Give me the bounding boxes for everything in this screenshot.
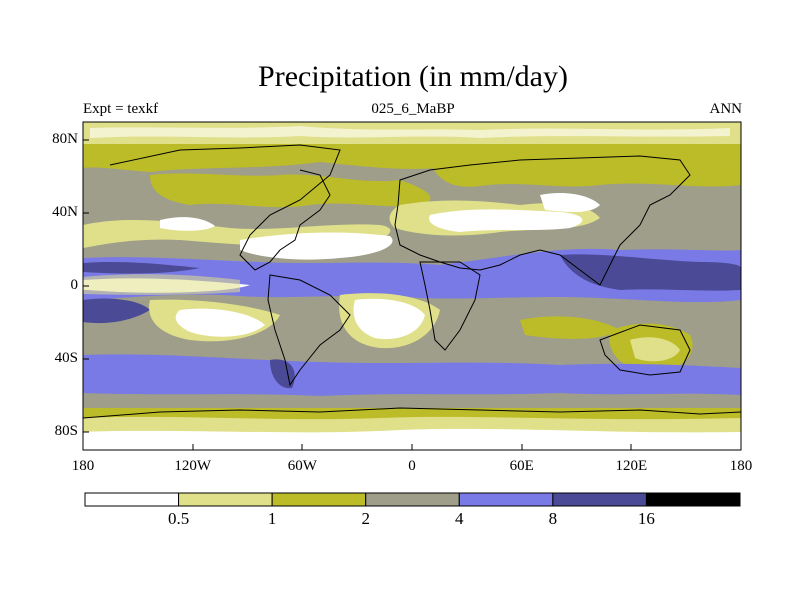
y-tick-label: 40S [54, 349, 78, 366]
x-tick-label: 180 [729, 458, 753, 474]
y-tick-label: 80S [54, 422, 78, 439]
x-tick-label: 0 [408, 458, 416, 474]
x-tick-label: 180 [71, 458, 95, 474]
season-label: ANN [709, 101, 743, 117]
coastlines [82, 144, 742, 419]
colorbar-swatch [178, 492, 273, 507]
map-title: Precipitation (in mm/day) [258, 60, 568, 93]
colorbar-level-label: 2 [361, 509, 370, 528]
x-tick-label: 60W [287, 458, 317, 474]
colorbar-level-label: 1 [267, 509, 277, 528]
y-tick-label: 40N [52, 204, 78, 221]
colorbar-swatch [645, 492, 741, 507]
precipitation-field [83, 122, 741, 450]
colorbar-level-label: 16 [637, 509, 655, 528]
y-axis-ticks [83, 139, 89, 433]
x-tick-label: 120W [174, 458, 211, 474]
colorbar-level-label: 0.5 [167, 509, 190, 528]
colorbar-swatch [365, 492, 460, 507]
y-tick-label: 0 [70, 277, 79, 293]
colorbar-swatch [552, 492, 647, 507]
colorbar-swatch [458, 492, 554, 507]
experiment-label: Expt = texkf [83, 101, 159, 117]
subtitle-label: 025_6_MaBP [371, 101, 455, 117]
colorbar-swatch [271, 492, 367, 507]
x-tick-label: 60E [509, 458, 534, 474]
x-tick-label: 120E [615, 458, 648, 474]
y-tick-label: 80N [52, 131, 78, 148]
colorbar-swatch [84, 492, 180, 507]
x-axis-ticks [82, 444, 742, 450]
colorbar-level-label: 8 [548, 509, 558, 528]
colorbar-level-label: 4 [455, 509, 464, 528]
colorbar [84, 492, 741, 507]
